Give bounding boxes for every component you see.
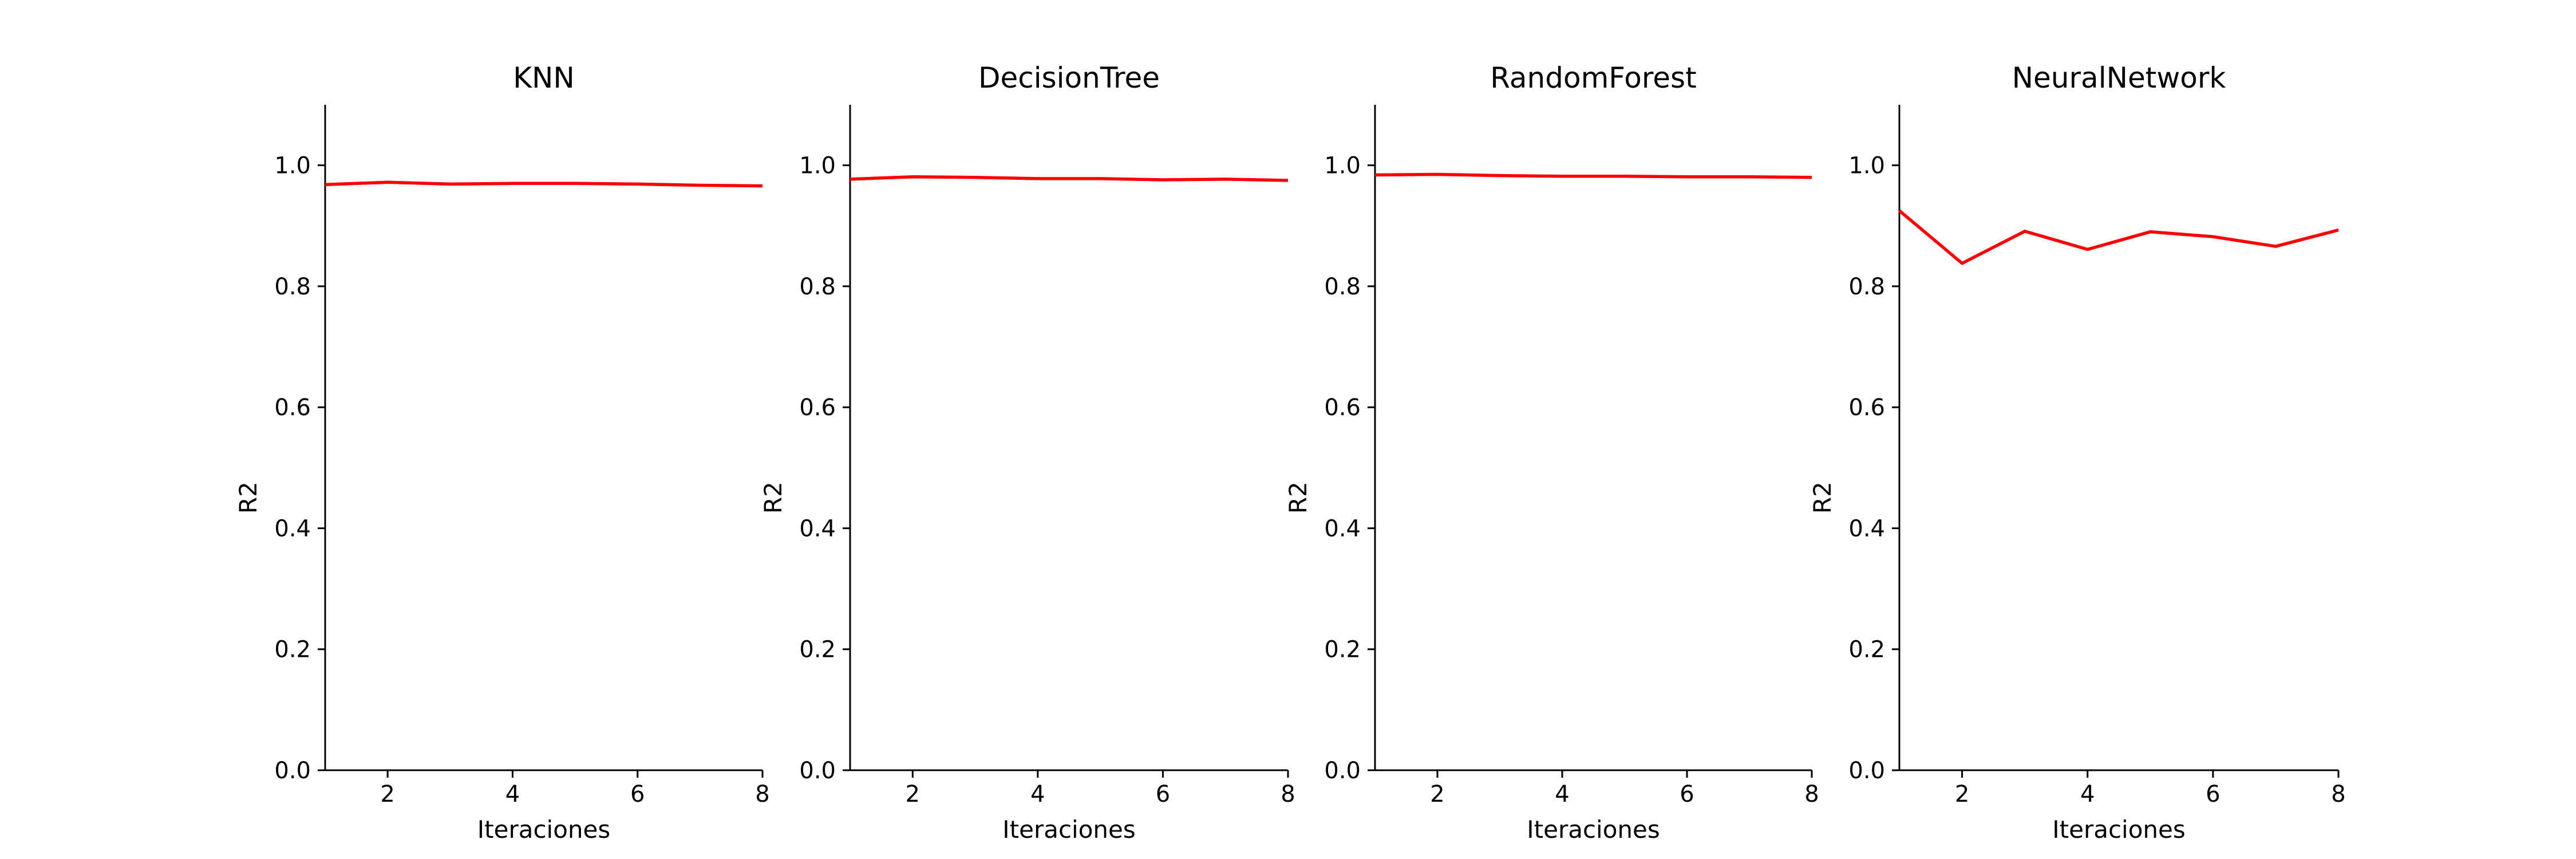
y-tick-label: 0.4	[799, 515, 836, 542]
y-tick-label: 0.0	[1324, 758, 1361, 784]
y-tick-label: 0.6	[1324, 395, 1361, 421]
y-tick-label: 0.6	[274, 395, 311, 421]
chart-title: DecisionTree	[978, 61, 1160, 94]
x-tick-label: 6	[1680, 781, 1694, 807]
y-axis-label: R2	[234, 482, 262, 514]
y-axis-label: R2	[759, 482, 787, 514]
x-tick-label: 2	[380, 781, 394, 807]
y-tick-label: 0.2	[274, 637, 311, 663]
chart-title: KNN	[513, 61, 575, 94]
x-tick-label: 4	[1555, 781, 1569, 807]
x-tick-label: 4	[1030, 781, 1045, 807]
x-tick-label: 6	[2206, 781, 2220, 807]
x-tick-label: 4	[505, 781, 520, 807]
x-tick-label: 8	[1804, 781, 1819, 807]
chart-title: NeuralNetwork	[2012, 61, 2226, 94]
x-tick-label: 6	[1156, 781, 1170, 807]
y-tick-label: 1.0	[274, 153, 311, 179]
series-line	[325, 180, 763, 188]
x-tick-label: 8	[2331, 781, 2345, 807]
y-tick-label: 0.2	[1324, 637, 1361, 663]
x-tick-label: 4	[2080, 781, 2095, 807]
x-tick-label: 2	[1430, 781, 1444, 807]
y-axis-label: R2	[1284, 482, 1312, 514]
y-tick-label: 0.4	[1848, 515, 1885, 542]
x-tick-label: 8	[1281, 781, 1295, 807]
y-tick-label: 0.4	[1324, 515, 1361, 542]
chart-panel-1: DecisionTree 0.0 0.2 0.4 0.6 0.8 1.0 2 4 6 8 Iterac…	[759, 61, 1295, 844]
y-tick-label: 0.6	[799, 395, 836, 421]
chart-panel-0: KNN 0.0 0.2 0.4 0.6 0.8 1.0 2 4 6 8 Iteraciones R2	[234, 61, 770, 844]
y-axis-label: R2	[1808, 482, 1836, 514]
y-tick-label: 0.0	[1848, 758, 1885, 784]
y-tick-label: 0.2	[799, 637, 836, 663]
chart-panel-3: NeuralNetwork 0.0 0.2 0.4 0.6 0.8 1.0 2 4 6 8 Itera…	[1808, 61, 2346, 844]
x-tick-label: 2	[906, 781, 920, 807]
series-line	[1374, 172, 1812, 179]
x-tick-label: 2	[1955, 781, 1969, 807]
y-tick-label: 1.0	[1324, 153, 1361, 179]
y-tick-label: 0.8	[274, 274, 311, 300]
x-axis-label: Iteraciones	[1527, 815, 1660, 844]
y-tick-label: 0.0	[274, 758, 311, 784]
chart-panel-2: RandomForest 0.0 0.2 0.4 0.6 0.8 1.0 2 4 6 8 Iterac…	[1284, 61, 1819, 844]
y-tick-label: 1.0	[1848, 153, 1885, 179]
y-tick-label: 0.2	[1848, 637, 1885, 663]
y-tick-label: 1.0	[799, 153, 836, 179]
y-tick-label: 0.0	[799, 758, 836, 784]
y-tick-label: 0.8	[1324, 274, 1361, 300]
x-axis-label: Iteraciones	[477, 815, 611, 844]
chart-title: RandomForest	[1490, 61, 1696, 94]
x-tick-label: 6	[630, 781, 645, 807]
y-tick-label: 0.4	[274, 515, 311, 542]
series-line	[850, 175, 1289, 182]
series-line	[1898, 209, 2339, 265]
y-tick-label: 0.8	[1848, 274, 1885, 300]
x-axis-label: Iteraciones	[1002, 815, 1136, 844]
x-axis-label: Iteraciones	[2052, 815, 2186, 844]
y-tick-label: 0.8	[799, 274, 836, 300]
y-tick-label: 0.6	[1848, 395, 1885, 421]
x-tick-label: 8	[755, 781, 769, 807]
